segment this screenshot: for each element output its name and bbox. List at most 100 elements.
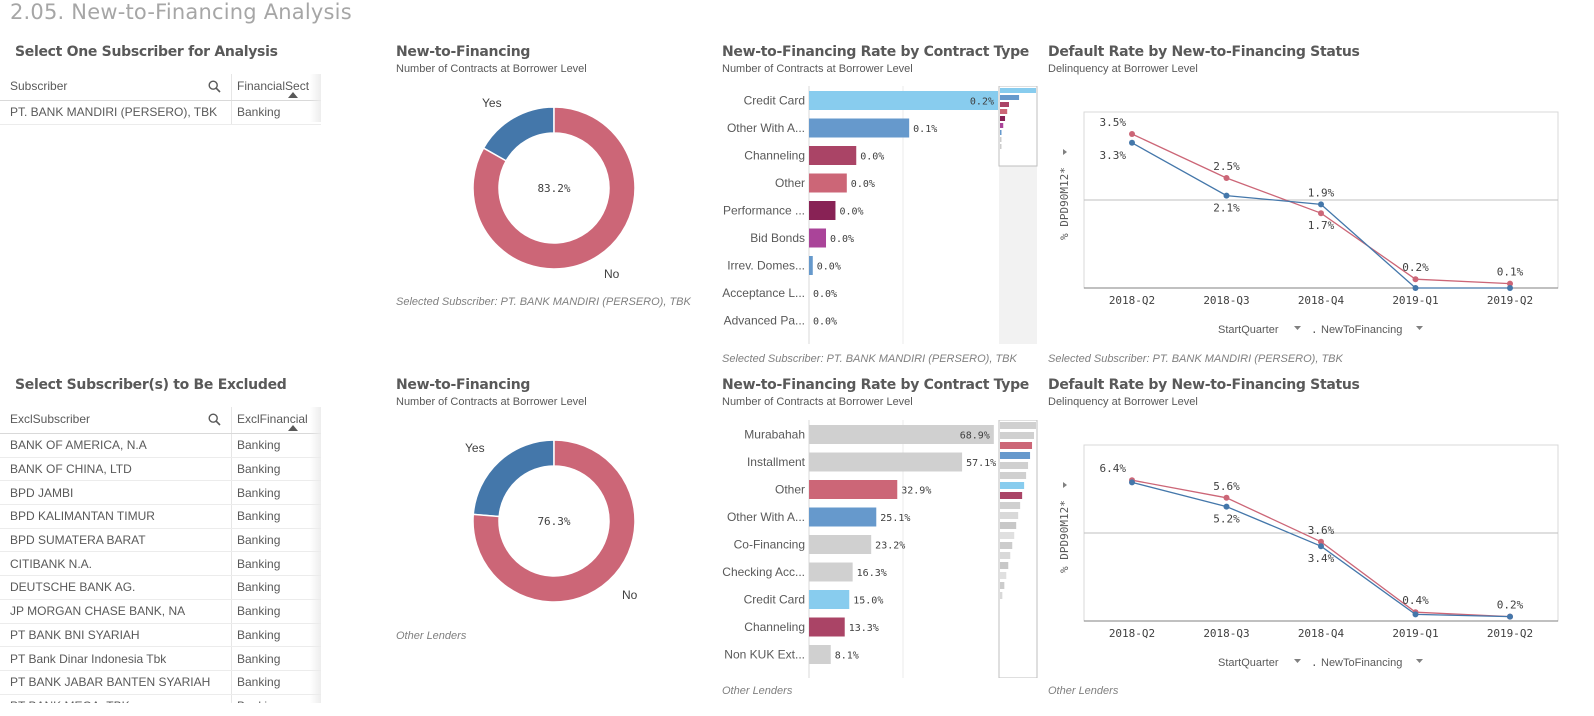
bar[interactable] (809, 452, 963, 472)
table-row[interactable]: BPD JAMBI Banking (0, 481, 321, 506)
row-subscriber-name[interactable]: PT BANK JABAR BANTEN SYARIAH (0, 670, 232, 694)
row-subscriber-name[interactable]: PT BANK MEGA, TBK (0, 694, 232, 703)
dimension-label-newtofinancing[interactable]: NewToFinancing (1321, 324, 1402, 336)
dimension-label-startquarter[interactable]: StartQuarter (1218, 324, 1279, 336)
table-row[interactable]: PT. BANK MANDIRI (PERSERO), TBK Banking (0, 101, 321, 125)
data-point[interactable] (1318, 210, 1324, 217)
row-subscriber-name[interactable]: PT Bank Dinar Indonesia Tbk (0, 647, 232, 670)
row-sector[interactable]: Banking (237, 462, 281, 477)
column-header-excl-financial[interactable]: ExclFinancial (232, 407, 310, 433)
table-row[interactable]: PT BANK BNI SYARIAH Banking (0, 623, 321, 648)
dropdown-icon[interactable] (1294, 659, 1301, 663)
data-point[interactable] (1412, 611, 1419, 618)
data-point[interactable] (1507, 613, 1513, 620)
bar[interactable] (809, 146, 857, 165)
row-subscriber-name[interactable]: JP MORGAN CHASE BANK, NA (0, 599, 232, 623)
bar[interactable] (809, 173, 847, 193)
data-point[interactable] (1223, 494, 1230, 501)
bar[interactable] (809, 535, 872, 554)
bar[interactable] (809, 590, 850, 609)
data-point[interactable] (1129, 131, 1135, 137)
row-sector[interactable]: Banking (237, 509, 281, 524)
exclude-table[interactable]: ExclSubscriber ExclFinancial BANK OF AME… (0, 407, 321, 703)
table-row[interactable]: PT Bank Dinar Indonesia Tbk Banking (0, 647, 321, 671)
series-line-yes[interactable] (1131, 481, 1511, 618)
donut-slice-yes[interactable] (472, 439, 555, 518)
bar[interactable] (809, 507, 877, 527)
bar-chart-top[interactable]: Credit Card 0.2% Other With A... 0.1% Channe… (722, 86, 1040, 344)
row-sector[interactable]: Banking (237, 438, 281, 453)
line-chart-bottom[interactable]: % DPD90M12* 2018-Q2 2018-Q3 2018-Q4 2019-Q1 2… (1048, 433, 1588, 678)
table-row[interactable]: BANK OF AMERICA, N.A Banking (0, 434, 321, 458)
row-sector[interactable]: Banking (237, 675, 281, 690)
column-header-subscriber[interactable]: Subscriber (0, 74, 232, 100)
donut-slice-yes[interactable] (482, 106, 555, 162)
row-subscriber-name[interactable]: BANK OF CHINA, LTD (0, 457, 232, 481)
table-row[interactable]: JP MORGAN CHASE BANK, NA Banking (0, 599, 321, 624)
data-point[interactable] (1318, 538, 1324, 545)
dimension-label-startquarter[interactable]: StartQuarter (1218, 657, 1279, 669)
row-sector[interactable]: Banking (237, 533, 281, 548)
data-point[interactable] (1223, 175, 1230, 181)
column-header-financial-sector[interactable]: FinancialSect (232, 74, 310, 100)
data-point[interactable] (1318, 201, 1324, 208)
row-subscriber-name[interactable]: BANK OF AMERICA, N.A (0, 434, 232, 457)
bar[interactable] (809, 201, 836, 220)
subscriber-table[interactable]: Subscriber FinancialSect PT. BANK MANDIR… (0, 74, 321, 125)
bar[interactable] (809, 480, 898, 499)
line-chart-top[interactable]: % DPD90M12* 2018-Q2 2018-Q3 2018-Q4 2019-Q1 2… (1048, 100, 1588, 345)
row-subscriber-name[interactable]: BPD KALIMANTAN TIMUR (0, 505, 232, 528)
row-sector[interactable]: Banking (237, 651, 281, 666)
row-subscriber-name[interactable]: BPD SUMATERA BARAT (0, 528, 232, 552)
bar[interactable] (809, 562, 853, 582)
series-line-no[interactable] (1131, 133, 1511, 285)
dimension-label-newtofinancing[interactable]: NewToFinancing (1321, 657, 1402, 669)
table-row[interactable]: DEUTSCHE BANK AG. Banking (0, 576, 321, 600)
bar[interactable] (809, 645, 831, 664)
bar[interactable] (809, 425, 994, 444)
table-row[interactable]: PT BANK JABAR BANTEN SYARIAH Banking (0, 670, 321, 695)
donut-slice-no[interactable] (472, 439, 636, 603)
donut-chart-top[interactable]: 83.2% Yes No (396, 85, 706, 290)
search-icon[interactable] (208, 80, 221, 93)
donut-slice-no[interactable] (472, 106, 636, 270)
bar-chart-bottom[interactable]: Murabahah 68.9% Installment 57.1% Other 32.9%… (722, 420, 1040, 678)
data-point[interactable] (1412, 276, 1419, 283)
row-sector[interactable]: Banking (237, 604, 281, 619)
row-subscriber-name[interactable]: BPD JAMBI (0, 481, 232, 505)
table-row[interactable]: CITIBANK N.A. Banking (0, 552, 321, 577)
bar[interactable] (809, 256, 813, 275)
data-point[interactable] (1223, 192, 1230, 199)
table-row[interactable]: BPD SUMATERA BARAT Banking (0, 528, 321, 553)
dropdown-icon[interactable] (1294, 326, 1301, 330)
data-point[interactable] (1412, 285, 1419, 291)
column-header-excl-subscriber[interactable]: ExclSubscriber (0, 407, 232, 433)
row-sector[interactable]: Banking (237, 556, 281, 571)
bar[interactable] (809, 228, 827, 248)
bar[interactable] (809, 118, 910, 138)
table-row[interactable]: BPD KALIMANTAN TIMUR Banking (0, 505, 321, 529)
dropdown-icon[interactable] (1416, 659, 1423, 663)
data-point[interactable] (1129, 479, 1135, 486)
row-sector[interactable]: Banking (237, 627, 281, 642)
row-sector[interactable]: Banking (237, 105, 281, 120)
dropdown-icon[interactable] (1416, 326, 1423, 330)
donut-chart-bottom[interactable]: 76.3% Yes No (396, 418, 706, 623)
axis-menu-icon[interactable] (1063, 149, 1067, 155)
row-sector[interactable]: Banking (237, 485, 281, 500)
search-icon[interactable] (208, 413, 221, 426)
row-sector[interactable]: Banking (237, 580, 281, 595)
data-point[interactable] (1129, 139, 1135, 146)
data-point[interactable] (1507, 280, 1513, 287)
row-sector[interactable]: Banking (232, 695, 310, 703)
row-subscriber-name[interactable]: CITIBANK N.A. (0, 552, 232, 576)
bar[interactable] (809, 617, 845, 637)
bar[interactable] (809, 91, 998, 110)
row-subscriber-name[interactable]: PT. BANK MANDIRI (PERSERO), TBK (0, 101, 232, 124)
data-point[interactable] (1318, 543, 1324, 550)
row-subscriber-name[interactable]: DEUTSCHE BANK AG. (0, 576, 232, 599)
axis-menu-icon[interactable] (1063, 482, 1067, 488)
data-point[interactable] (1223, 503, 1230, 510)
row-subscriber-name[interactable]: PT BANK BNI SYARIAH (0, 623, 232, 647)
